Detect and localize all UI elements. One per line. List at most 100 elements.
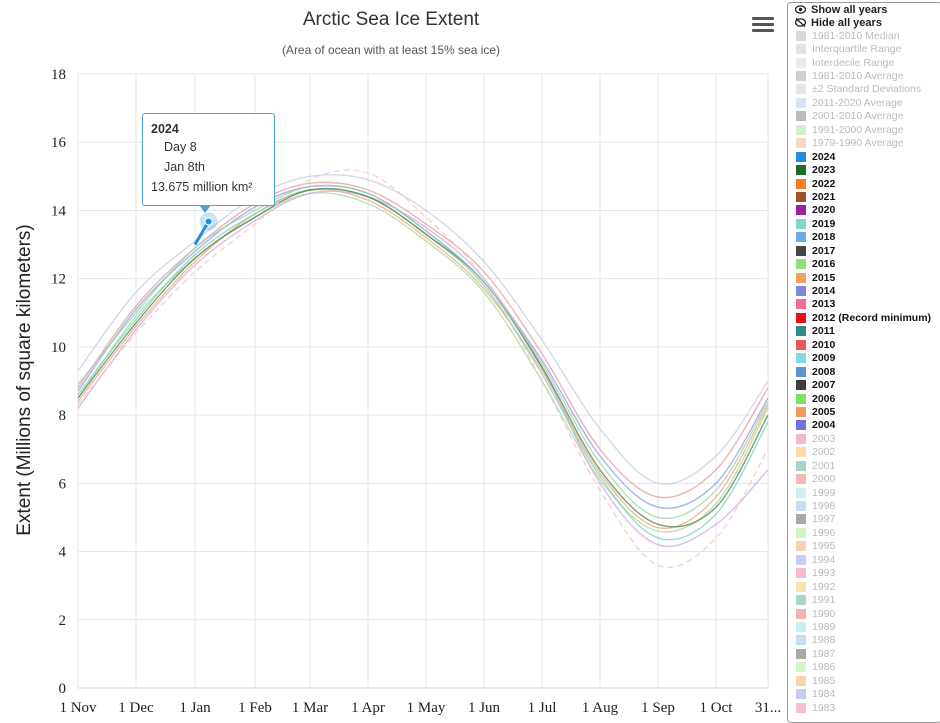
legend-item-label: 2024	[812, 150, 836, 163]
legend-swatch	[796, 554, 806, 565]
x-tick-label: 1 Mar	[292, 700, 328, 716]
legend-item[interactable]: 2010	[788, 338, 940, 351]
hamburger-menu-icon	[752, 17, 774, 20]
chart-menu-button[interactable]	[752, 14, 774, 34]
tooltip-pointer	[199, 205, 211, 213]
legend-swatch	[796, 662, 806, 673]
legend-item[interactable]: 1991-2000 Average	[788, 123, 940, 136]
legend-item-label: 2020	[812, 204, 836, 217]
legend-item[interactable]: 1987	[788, 647, 940, 660]
legend-item[interactable]: 2012 (Record minimum)	[788, 311, 940, 324]
legend-item-label: 1996	[812, 526, 836, 539]
legend-swatch	[796, 447, 806, 458]
legend-item[interactable]: 1979-1990 Average	[788, 137, 940, 150]
legend-item-label: 2015	[812, 271, 836, 284]
legend-item[interactable]: 1996	[788, 526, 940, 539]
legend-item[interactable]: 2011	[788, 325, 940, 338]
series-2024[interactable]	[193, 212, 218, 246]
legend-item-label: 1988	[812, 634, 836, 647]
legend-item[interactable]: 2022	[788, 177, 940, 190]
legend-item[interactable]: 1993	[788, 567, 940, 580]
legend-item[interactable]: 1991	[788, 593, 940, 606]
legend-item[interactable]: 1986	[788, 661, 940, 674]
legend-item[interactable]: 2006	[788, 392, 940, 405]
legend-item[interactable]: 2009	[788, 352, 940, 365]
legend-item[interactable]: 2007	[788, 378, 940, 391]
legend-item[interactable]: 1990	[788, 607, 940, 620]
legend-item[interactable]: 2014	[788, 284, 940, 297]
legend-item[interactable]: 2001-2010 Average	[788, 110, 940, 123]
legend-item[interactable]: 2005	[788, 405, 940, 418]
x-tick-label: 1 Apr	[351, 700, 385, 716]
tooltip-date: Jan 8th	[164, 160, 206, 174]
legend-swatch	[796, 501, 806, 512]
legend-item[interactable]: 1995	[788, 540, 940, 553]
year-line[interactable]	[77, 184, 769, 520]
show-all-years-button[interactable]: Show all years	[788, 3, 940, 16]
year-line[interactable]	[77, 169, 769, 568]
legend-item[interactable]: 1981-2010 Average	[788, 69, 940, 82]
legend-item[interactable]: 2017	[788, 244, 940, 257]
legend-item-label: 1992	[812, 580, 836, 593]
legend-item[interactable]: Interquartile Range	[788, 42, 940, 55]
legend-item[interactable]: 1988	[788, 634, 940, 647]
legend-item[interactable]: 1989	[788, 620, 940, 633]
legend-swatch	[796, 514, 806, 525]
series-2024-point[interactable]	[204, 217, 213, 226]
legend-item-label: 1995	[812, 540, 836, 553]
year-line[interactable]	[77, 190, 769, 548]
legend-item-label: 2017	[812, 244, 836, 257]
legend-item[interactable]: 2004	[788, 419, 940, 432]
tooltip-day: Day 8	[164, 140, 197, 154]
legend-item[interactable]: 2019	[788, 217, 940, 230]
legend-swatch	[796, 595, 806, 606]
legend-item[interactable]: 1992	[788, 580, 940, 593]
legend-item[interactable]: 2021	[788, 190, 940, 203]
legend-item[interactable]: 1985	[788, 674, 940, 687]
legend-item[interactable]: 2023	[788, 163, 940, 176]
legend-item[interactable]: 2011-2020 Average	[788, 96, 940, 109]
year-line[interactable]	[77, 181, 769, 499]
legend-swatch	[796, 675, 806, 686]
hide-all-years-label: Hide all years	[811, 16, 882, 29]
legend-item[interactable]: 2018	[788, 231, 940, 244]
legend-swatch	[796, 648, 806, 659]
legend-item[interactable]: 2024	[788, 150, 940, 163]
legend-item[interactable]: 1997	[788, 513, 940, 526]
year-line[interactable]	[77, 192, 769, 533]
legend-item[interactable]: 1994	[788, 553, 940, 566]
series-2024-line[interactable]	[193, 220, 210, 246]
year-line[interactable]	[77, 173, 769, 485]
legend-item[interactable]: 1999	[788, 486, 940, 499]
legend-item[interactable]: 1983	[788, 701, 940, 714]
sea-ice-chart: Arctic Sea Ice Extent (Area of ocean wit…	[14, 9, 781, 716]
legend-item[interactable]: 2015	[788, 271, 940, 284]
legend-item[interactable]: 2001	[788, 459, 940, 472]
legend-item[interactable]: 2016	[788, 257, 940, 270]
legend-item[interactable]: 2002	[788, 446, 940, 459]
legend-item[interactable]: 2013	[788, 298, 940, 311]
hide-all-years-button[interactable]: Hide all years	[788, 16, 940, 29]
legend-item[interactable]: ±2 Standard Deviations	[788, 83, 940, 96]
legend-item[interactable]: 1984	[788, 687, 940, 700]
legend-item[interactable]: Interdecile Range	[788, 56, 940, 69]
legend-item-label: 1984	[812, 688, 836, 701]
legend-swatch	[796, 97, 806, 108]
legend-swatch	[796, 286, 806, 297]
x-tick-label: 31...	[755, 700, 781, 716]
legend-swatch	[796, 621, 806, 632]
year-line[interactable]	[77, 187, 769, 528]
legend-item[interactable]: 2008	[788, 365, 940, 378]
y-tick-label: 0	[59, 681, 67, 697]
year-line[interactable]	[77, 188, 769, 530]
legend-item[interactable]: 1981-2010 Median	[788, 29, 940, 42]
legend-item[interactable]: 2003	[788, 432, 940, 445]
legend-item[interactable]: 2020	[788, 204, 940, 217]
legend-item[interactable]: 2000	[788, 472, 940, 485]
legend-item[interactable]: 1998	[788, 499, 940, 512]
legend-swatch	[796, 527, 806, 538]
legend-item-label: 2014	[812, 285, 836, 298]
x-tick-label: 1 Feb	[238, 700, 272, 716]
year-line[interactable]	[77, 188, 769, 541]
chart-subtitle: (Area of ocean with at least 15% sea ice…	[282, 43, 500, 57]
